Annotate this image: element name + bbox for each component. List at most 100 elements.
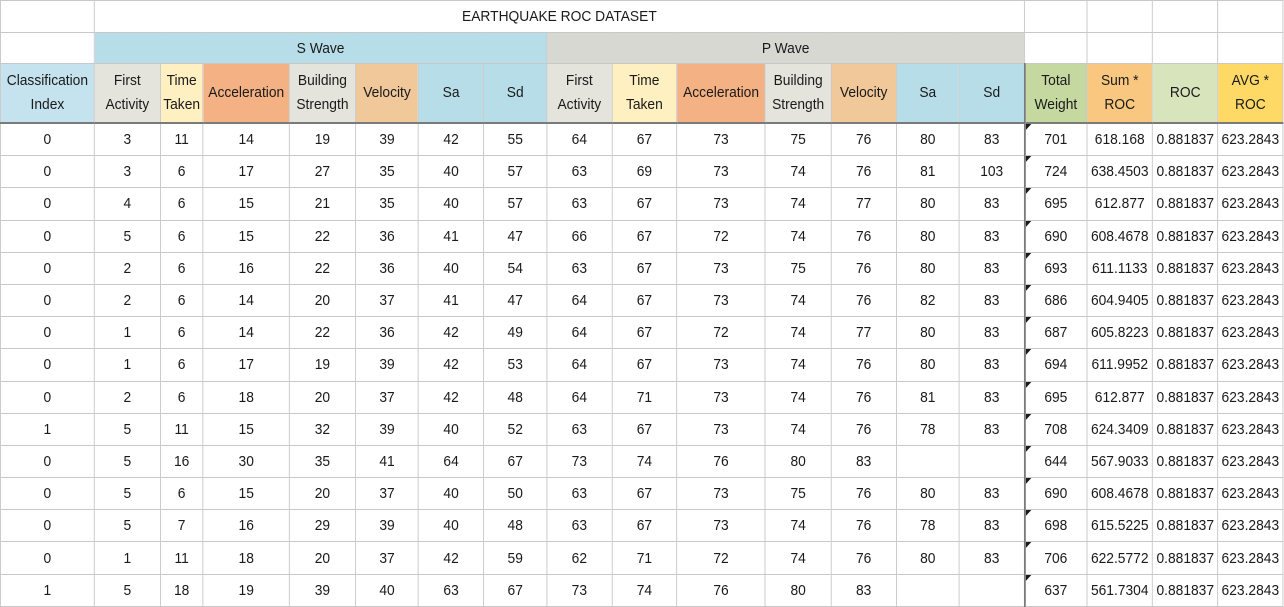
table-cell[interactable]: 21 bbox=[288, 187, 356, 221]
table-cell[interactable]: 561.7304 bbox=[1086, 573, 1154, 607]
table-cell[interactable]: 37 bbox=[354, 283, 420, 318]
table-cell[interactable]: 29 bbox=[288, 509, 356, 543]
table-cell[interactable]: 20 bbox=[288, 283, 356, 318]
table-cell[interactable]: 0 bbox=[0, 444, 95, 479]
table-cell[interactable]: 40 bbox=[418, 251, 485, 285]
table-cell[interactable]: 39 bbox=[354, 348, 420, 382]
table-cell[interactable]: 83 bbox=[958, 348, 1025, 382]
p-acceleration-header[interactable]: Acceleration bbox=[676, 63, 766, 124]
table-cell[interactable]: 40 bbox=[418, 412, 485, 446]
table-cell[interactable]: 73 bbox=[676, 155, 766, 189]
table-cell[interactable]: 73 bbox=[546, 444, 613, 479]
table-cell[interactable]: 83 bbox=[958, 509, 1025, 543]
table-cell[interactable]: 57 bbox=[483, 155, 548, 189]
table-cell[interactable]: 83 bbox=[830, 573, 897, 607]
table-cell[interactable]: 69 bbox=[611, 155, 678, 189]
table-cell[interactable] bbox=[895, 573, 960, 607]
table-cell[interactable]: 567.9033 bbox=[1086, 444, 1154, 479]
table-cell[interactable]: 623.2843 bbox=[1217, 219, 1284, 253]
p-first-activity-header[interactable]: First Activity bbox=[546, 63, 613, 124]
table-cell[interactable]: 66 bbox=[546, 219, 613, 253]
table-cell[interactable]: 67 bbox=[611, 509, 678, 543]
table-cell[interactable]: 76 bbox=[830, 251, 897, 285]
table-cell[interactable]: 22 bbox=[288, 251, 356, 285]
table-cell[interactable]: 39 bbox=[288, 573, 356, 607]
table-cell[interactable]: 32 bbox=[288, 412, 356, 446]
table-cell[interactable]: 67 bbox=[611, 219, 678, 253]
blank-cell[interactable] bbox=[1152, 32, 1219, 64]
blank-cell[interactable] bbox=[1024, 32, 1088, 64]
table-cell[interactable]: 74 bbox=[611, 444, 678, 479]
table-cell[interactable]: 42 bbox=[418, 348, 485, 382]
table-cell[interactable]: 36 bbox=[354, 251, 420, 285]
table-cell[interactable]: 42 bbox=[418, 380, 485, 414]
table-cell[interactable]: 5 bbox=[93, 444, 161, 479]
sum-roc-header[interactable]: Sum * ROC bbox=[1086, 63, 1154, 124]
table-cell[interactable]: 49 bbox=[483, 316, 548, 350]
table-cell[interactable]: 67 bbox=[611, 283, 678, 318]
table-cell[interactable]: 612.877 bbox=[1086, 187, 1154, 221]
table-cell[interactable]: 64 bbox=[418, 444, 485, 479]
table-cell[interactable]: 17 bbox=[202, 348, 290, 382]
table-cell[interactable]: 608.4678 bbox=[1086, 477, 1154, 511]
table-cell[interactable]: 686 bbox=[1023, 283, 1088, 318]
table-cell[interactable]: 695 bbox=[1023, 380, 1088, 414]
table-cell[interactable]: 81 bbox=[895, 155, 960, 189]
table-cell[interactable]: 0 bbox=[0, 187, 95, 221]
table-cell[interactable]: 693 bbox=[1023, 251, 1088, 285]
table-cell[interactable]: 83 bbox=[830, 444, 897, 479]
blank-cell[interactable] bbox=[1086, 32, 1154, 64]
table-cell[interactable]: 1 bbox=[93, 348, 161, 382]
table-cell[interactable]: 2 bbox=[93, 283, 161, 318]
table-cell[interactable]: 75 bbox=[764, 477, 832, 511]
table-cell[interactable] bbox=[958, 573, 1025, 607]
table-cell[interactable]: 76 bbox=[830, 122, 897, 157]
table-cell[interactable]: 0.881837 bbox=[1152, 187, 1219, 221]
table-cell[interactable]: 73 bbox=[676, 251, 766, 285]
table-cell[interactable]: 0 bbox=[0, 348, 95, 382]
table-cell[interactable]: 40 bbox=[418, 187, 485, 221]
table-cell[interactable]: 35 bbox=[354, 155, 420, 189]
table-cell[interactable]: 74 bbox=[764, 283, 832, 318]
table-cell[interactable]: 63 bbox=[418, 573, 485, 607]
table-cell[interactable]: 75 bbox=[764, 122, 832, 157]
table-cell[interactable]: 67 bbox=[611, 251, 678, 285]
table-cell[interactable]: 5 bbox=[93, 509, 161, 543]
table-cell[interactable]: 80 bbox=[895, 477, 960, 511]
table-cell[interactable]: 15 bbox=[202, 187, 290, 221]
blank-cell[interactable] bbox=[0, 0, 95, 33]
table-cell[interactable]: 52 bbox=[483, 412, 548, 446]
table-cell[interactable]: 67 bbox=[611, 348, 678, 382]
table-cell[interactable]: 63 bbox=[546, 187, 613, 221]
table-cell[interactable]: 623.2843 bbox=[1217, 509, 1284, 543]
table-cell[interactable]: 67 bbox=[611, 477, 678, 511]
table-cell[interactable]: 80 bbox=[895, 122, 960, 157]
table-cell[interactable]: 5 bbox=[93, 573, 161, 607]
table-cell[interactable]: 14 bbox=[202, 122, 290, 157]
table-cell[interactable]: 64 bbox=[546, 316, 613, 350]
table-cell[interactable]: 0 bbox=[0, 509, 95, 543]
table-cell[interactable]: 74 bbox=[764, 219, 832, 253]
avg-roc-header[interactable]: AVG * ROC bbox=[1217, 63, 1284, 124]
total-weight-header[interactable]: Total Weight bbox=[1023, 63, 1088, 124]
table-cell[interactable]: 623.2843 bbox=[1217, 412, 1284, 446]
s-velocity-header[interactable]: Velocity bbox=[354, 63, 420, 124]
table-cell[interactable]: 72 bbox=[676, 219, 766, 253]
table-cell[interactable]: 11 bbox=[159, 412, 204, 446]
p-time-taken-header[interactable]: Time Taken bbox=[611, 63, 678, 124]
table-cell[interactable]: 72 bbox=[676, 316, 766, 350]
table-cell[interactable]: 76 bbox=[830, 412, 897, 446]
table-cell[interactable]: 612.877 bbox=[1086, 380, 1154, 414]
table-cell[interactable]: 623.2843 bbox=[1217, 122, 1284, 157]
table-cell[interactable]: 623.2843 bbox=[1217, 573, 1284, 607]
table-cell[interactable]: 1 bbox=[93, 541, 161, 575]
table-cell[interactable]: 4 bbox=[93, 187, 161, 221]
p-velocity-header[interactable]: Velocity bbox=[830, 63, 897, 124]
table-cell[interactable]: 55 bbox=[483, 122, 548, 157]
table-cell[interactable]: 16 bbox=[202, 251, 290, 285]
table-cell[interactable]: 2 bbox=[93, 380, 161, 414]
table-cell[interactable]: 0.881837 bbox=[1152, 444, 1219, 479]
table-cell[interactable]: 19 bbox=[202, 573, 290, 607]
table-cell[interactable]: 14 bbox=[202, 283, 290, 318]
table-cell[interactable] bbox=[958, 444, 1025, 479]
